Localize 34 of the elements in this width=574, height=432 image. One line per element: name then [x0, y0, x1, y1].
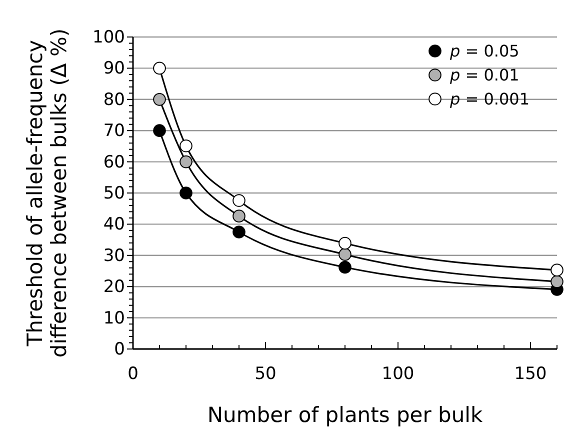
y-axis-title: Threshold of allele-frequency difference between bulks (Δ %) — [23, 28, 72, 358]
x-axis-title: Number of plants per bulk — [207, 403, 484, 427]
point — [338, 260, 352, 274]
y-tick-label: 60 — [103, 152, 125, 172]
y-tick-label: 100 — [92, 27, 125, 48]
point — [338, 248, 352, 261]
point — [232, 210, 246, 222]
y-tick-label: 20 — [103, 277, 125, 298]
point — [180, 155, 192, 168]
point — [232, 194, 246, 207]
legend-label: p = 0.001 — [449, 90, 530, 109]
point — [153, 62, 166, 75]
point — [153, 124, 166, 138]
point — [550, 275, 564, 288]
y-tick-label: 70 — [103, 121, 125, 142]
point — [232, 226, 246, 238]
y-tick-label: 50 — [103, 183, 125, 204]
point — [180, 186, 192, 200]
y-tick-label: 30 — [103, 246, 125, 266]
y-tick-label: 10 — [103, 308, 125, 328]
legend-label: p = 0.05 — [449, 42, 520, 61]
y-tick-label: 40 — [103, 214, 125, 235]
y-tick-label: 80 — [103, 90, 125, 110]
x-tick-label: 50 — [254, 364, 276, 384]
point — [153, 92, 166, 106]
point — [180, 139, 192, 152]
y-tick-label: 0 — [114, 339, 125, 360]
legend-label: p = 0.01 — [449, 66, 520, 85]
y-tick-label: 90 — [103, 58, 125, 79]
x-tick-label: 150 — [514, 364, 547, 384]
x-tick-label: 100 — [382, 364, 414, 384]
point — [338, 236, 352, 250]
point — [550, 264, 564, 276]
x-tick-label: 0 — [128, 364, 138, 384]
